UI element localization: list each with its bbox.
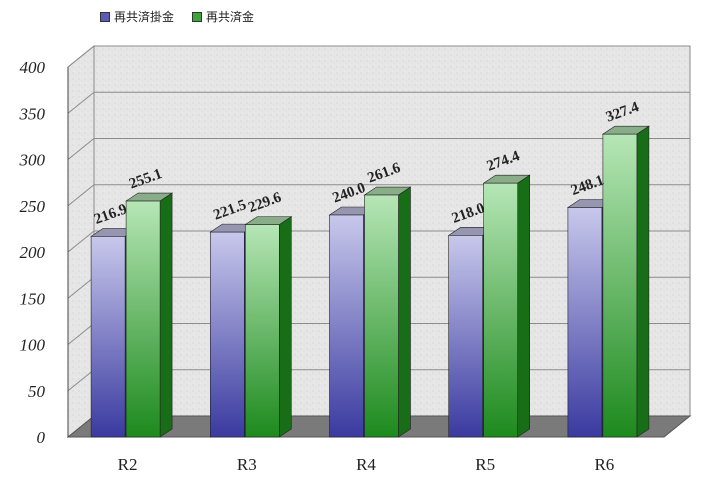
x-tick-label-R2: R2	[118, 455, 138, 474]
legend-label-series-1: 再共済掛金	[114, 10, 175, 24]
x-tick-label-R3: R3	[237, 455, 257, 474]
y-tick-label: 200	[20, 243, 46, 262]
y-tick-label: 100	[20, 336, 46, 355]
bar-R3-s2	[245, 224, 280, 438]
legend-swatch-series-2	[192, 11, 203, 22]
y-tick-label: 400	[20, 58, 46, 77]
x-tick-label-R6: R6	[594, 455, 614, 474]
x-tick-label-R4: R4	[356, 455, 376, 474]
y-tick-label: 150	[20, 289, 46, 308]
gridline	[67, 45, 690, 68]
y-tick-label: 50	[28, 382, 46, 401]
bar-R4-s2	[364, 194, 399, 438]
bar-side-R2-s2	[159, 192, 173, 438]
bar-R5-s2	[483, 182, 519, 438]
x-tick-label-R5: R5	[475, 455, 495, 474]
bar-side-R5-s2	[517, 174, 531, 438]
gridline	[67, 91, 690, 114]
y-tick-label: 250	[20, 197, 46, 216]
bar-R5-s1	[448, 235, 484, 438]
legend-item-series-2: 再共済金	[192, 8, 254, 25]
bar-R2-s2	[125, 200, 161, 438]
y-tick-label: 300	[19, 151, 46, 170]
bar-R3-s1	[210, 231, 245, 438]
bar-R4-s1	[329, 214, 364, 438]
legend: 再共済掛金 再共済金	[100, 8, 254, 25]
y-tick-label: 350	[19, 104, 46, 123]
bar-R6-s2	[602, 133, 638, 438]
legend-swatch-series-1	[100, 11, 110, 22]
legend-item-series-1: 再共済掛金	[100, 8, 174, 25]
bar-R6-s1	[567, 207, 603, 438]
bar-side-R6-s2	[636, 125, 650, 438]
bar-side-R4-s2	[398, 186, 411, 438]
y-axis-ticks: 0 50 100 150 200 250 300 350 400	[19, 58, 69, 447]
bars-group	[90, 125, 650, 438]
y-tick-label: 0	[37, 428, 46, 447]
gridline	[67, 138, 690, 160]
x-axis-ticks: R2 R3 R4 R5 R6	[118, 455, 615, 474]
bar-R2-s1	[90, 236, 126, 438]
bar-side-R3-s2	[278, 216, 292, 438]
legend-label-series-2: 再共済金	[206, 10, 255, 24]
